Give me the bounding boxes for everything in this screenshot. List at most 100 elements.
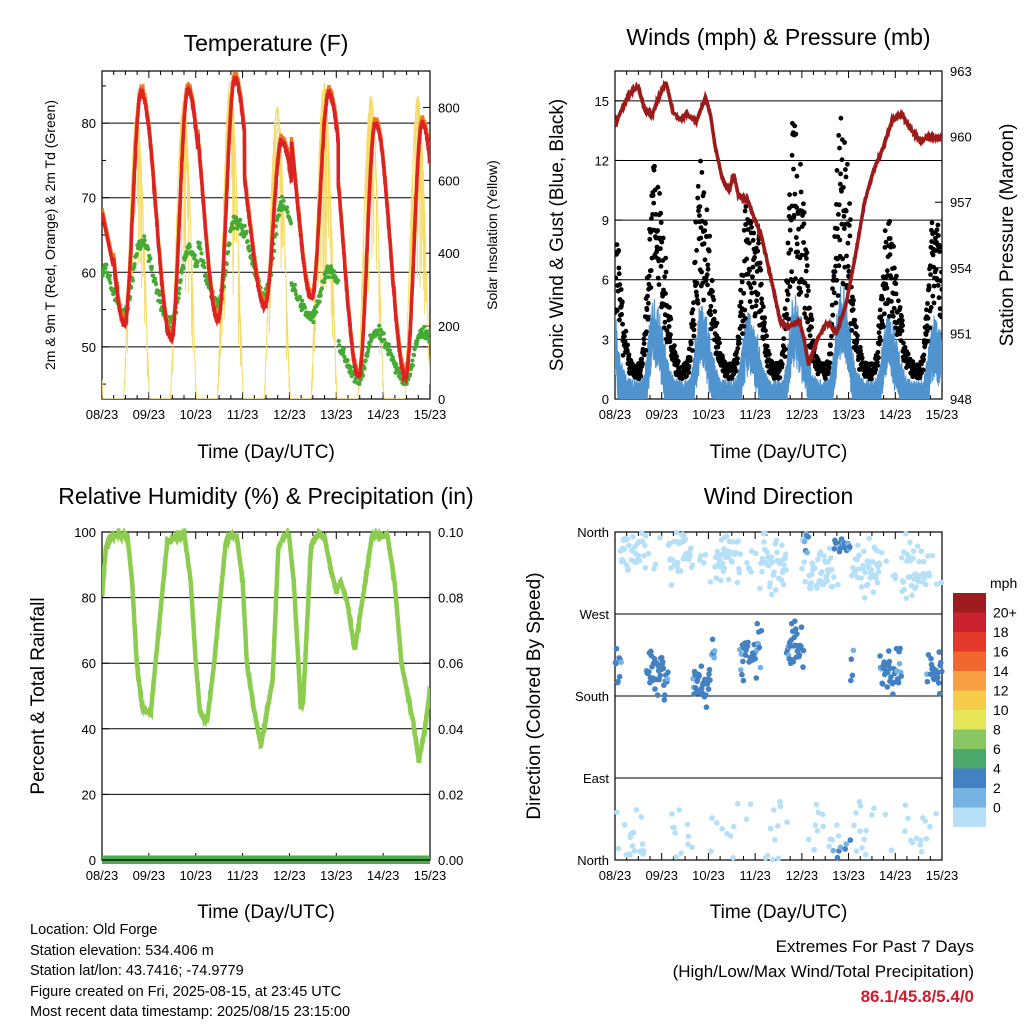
- x-tick-label: 13/23: [832, 868, 865, 883]
- direction-point: [709, 636, 716, 643]
- direction-point: [862, 569, 868, 576]
- direction-point: [807, 585, 814, 592]
- direction-point: [774, 549, 780, 556]
- direction-point: [830, 847, 837, 854]
- direction-point: [773, 537, 780, 544]
- gust-point: [784, 311, 790, 317]
- direction-point: [615, 845, 622, 852]
- gust-point: [804, 256, 809, 261]
- direction-point: [907, 539, 913, 546]
- gust-point: [921, 352, 927, 358]
- gust-point: [843, 208, 849, 214]
- direction-point: [721, 565, 728, 572]
- gust-point: [878, 314, 884, 319]
- direction-point: [923, 581, 929, 588]
- dewpoint-point: [281, 198, 286, 203]
- gust-point: [830, 286, 835, 291]
- direction-point: [884, 684, 891, 690]
- gust-point: [804, 250, 810, 256]
- direction-point: [781, 562, 787, 568]
- direction-point: [672, 830, 678, 836]
- gust-point: [799, 252, 805, 258]
- direction-point: [626, 542, 632, 549]
- gust-point: [710, 289, 715, 294]
- direction-point: [707, 677, 713, 683]
- dewpoint-point: [285, 209, 290, 215]
- gust-point: [777, 375, 783, 380]
- direction-point: [764, 852, 771, 859]
- x-tick-label: 13/23: [320, 868, 353, 883]
- direction-point: [706, 671, 712, 677]
- gust-point: [849, 328, 855, 333]
- direction-point: [835, 833, 842, 839]
- colorbar-swatch: [953, 690, 986, 710]
- y-axis-label: Sonic Wind & Gust (Blue, Black): [547, 99, 568, 371]
- direction-point: [876, 562, 883, 568]
- dewpoint-point: [103, 266, 108, 271]
- direction-point: [815, 809, 822, 816]
- direction-point: [757, 585, 763, 592]
- gust-point: [795, 249, 801, 255]
- gust-point: [695, 195, 701, 201]
- gust-point: [852, 317, 858, 323]
- gust-point: [931, 300, 937, 306]
- x-tick-label: 14/23: [879, 407, 912, 422]
- direction-point: [910, 548, 917, 554]
- y2-tick-label: 800: [438, 100, 460, 115]
- y2-tick-label: 600: [438, 173, 460, 188]
- direction-point: [682, 536, 689, 543]
- chart-title: Wind Direction: [704, 483, 854, 509]
- gust-point: [752, 255, 757, 260]
- humidity-chart: 08/23 09/23 10/23 11/23 12/23 13/23 14/23 15/23…: [28, 483, 474, 923]
- direction-point: [819, 811, 826, 818]
- speed-colorbar: 20+ 18 16 14 12 10 8 6 4 2 0 mph: [953, 575, 1017, 827]
- gust-point: [757, 260, 763, 266]
- direction-point: [641, 553, 647, 559]
- gust-point: [881, 324, 886, 329]
- gust-point: [692, 259, 698, 265]
- gust-point: [897, 305, 903, 310]
- gust-point: [925, 315, 931, 321]
- dewpoint-point: [349, 365, 354, 370]
- gust-point: [641, 341, 647, 346]
- y2-tick-label: 0.08: [438, 591, 463, 606]
- y-tick-label: 3: [602, 332, 609, 347]
- gust-point: [854, 337, 860, 343]
- gust-point: [657, 191, 662, 196]
- direction-point: [762, 530, 768, 536]
- direction-point: [800, 664, 806, 670]
- y-tick-label: East: [583, 771, 609, 786]
- direction-point: [877, 653, 883, 659]
- gust-point: [704, 207, 710, 213]
- gust-point: [792, 191, 798, 197]
- dewpoint-point: [201, 260, 206, 265]
- gust-point: [939, 287, 942, 292]
- gust-point: [696, 208, 701, 214]
- gust-point: [737, 340, 742, 346]
- y2-axis-label: Station Pressure (Maroon): [997, 124, 1018, 347]
- gust-point: [828, 343, 833, 349]
- gust-point: [878, 338, 883, 344]
- gust-point: [889, 309, 895, 315]
- dewpoint-point: [302, 305, 308, 310]
- direction-point: [669, 811, 675, 817]
- direction-point: [767, 580, 773, 586]
- gust-point: [674, 354, 680, 360]
- direction-point: [829, 837, 836, 843]
- direction-point: [702, 551, 709, 558]
- gust-point: [794, 173, 800, 179]
- gust-point: [838, 171, 843, 177]
- direction-point: [813, 801, 820, 808]
- direction-point: [780, 581, 787, 588]
- gust-point: [873, 367, 879, 372]
- direction-point: [858, 575, 864, 581]
- dewpoint-point: [179, 270, 184, 275]
- y2-tick-label: 0.04: [438, 722, 463, 737]
- direction-point: [933, 581, 940, 587]
- gust-point: [876, 355, 881, 361]
- y-tick-label: 60: [82, 265, 96, 280]
- gust-point: [928, 272, 933, 277]
- gust-point: [662, 319, 668, 325]
- gust-point: [857, 344, 863, 350]
- gust-point: [688, 340, 694, 345]
